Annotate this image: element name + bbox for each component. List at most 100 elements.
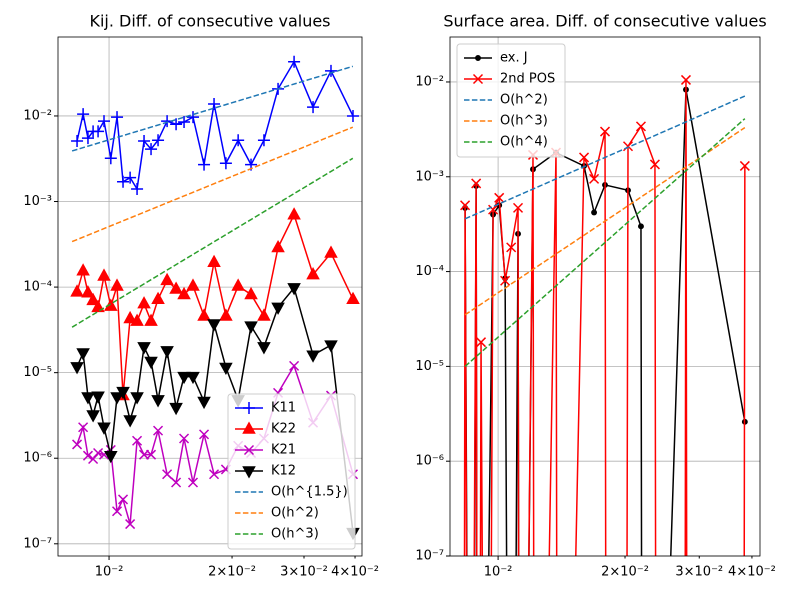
marker bbox=[98, 115, 111, 128]
marker bbox=[589, 173, 600, 184]
marker bbox=[460, 200, 471, 211]
y-tick-label: 10⁻⁴ bbox=[23, 280, 52, 295]
marker bbox=[346, 291, 360, 305]
marker bbox=[111, 111, 124, 124]
series-line bbox=[464, 118, 746, 367]
marker bbox=[137, 342, 151, 355]
series-line bbox=[71, 157, 354, 328]
marker bbox=[324, 340, 338, 353]
marker bbox=[144, 313, 158, 326]
marker bbox=[475, 337, 487, 348]
marker bbox=[151, 395, 165, 408]
marker bbox=[70, 284, 84, 297]
marker bbox=[111, 506, 123, 517]
marker bbox=[287, 207, 301, 220]
marker bbox=[77, 108, 90, 121]
chart-title: Kij. Diff. of consecutive values bbox=[89, 12, 330, 31]
legend-label: K11 bbox=[271, 401, 296, 416]
legend-box bbox=[227, 393, 356, 550]
marker bbox=[132, 435, 143, 446]
marker bbox=[81, 392, 95, 405]
series-line bbox=[464, 95, 746, 220]
marker bbox=[208, 97, 221, 110]
y-tick-label: 10⁻⁷ bbox=[23, 536, 52, 551]
marker bbox=[177, 371, 191, 385]
legend-label: O(h^2) bbox=[271, 506, 319, 521]
marker bbox=[78, 422, 89, 433]
marker bbox=[257, 342, 271, 355]
legend-marker bbox=[475, 55, 481, 61]
legend-label: K21 bbox=[271, 443, 296, 458]
marker bbox=[219, 308, 233, 321]
marker bbox=[130, 392, 144, 405]
marker bbox=[471, 178, 482, 189]
x-tick-label: 4×10⁻² bbox=[331, 565, 379, 580]
legend-marker bbox=[243, 402, 255, 414]
marker bbox=[257, 308, 271, 321]
marker bbox=[187, 477, 199, 488]
marker bbox=[146, 449, 157, 460]
marker bbox=[81, 132, 94, 145]
marker bbox=[153, 425, 164, 436]
series-line bbox=[71, 126, 354, 243]
y-tick-label: 10⁻⁶ bbox=[23, 451, 52, 466]
y-tick-label: 10⁻⁷ bbox=[415, 549, 444, 564]
marker bbox=[179, 433, 190, 444]
marker bbox=[288, 55, 301, 68]
marker bbox=[488, 204, 499, 215]
series-line bbox=[464, 126, 746, 316]
series-line bbox=[71, 65, 354, 152]
marker bbox=[124, 171, 137, 184]
marker bbox=[116, 386, 130, 400]
x-tick-label: 3×10⁻² bbox=[280, 565, 328, 580]
y-tick-label: 10⁻² bbox=[23, 108, 52, 123]
marker bbox=[91, 391, 105, 404]
legend-label: ex. J bbox=[500, 51, 528, 66]
x-tick-label: 10⁻² bbox=[95, 565, 124, 580]
marker bbox=[680, 74, 692, 85]
marker bbox=[500, 275, 511, 286]
marker bbox=[307, 101, 320, 114]
marker bbox=[257, 134, 270, 147]
marker bbox=[271, 239, 285, 253]
legend-marker bbox=[243, 444, 255, 456]
marker bbox=[86, 292, 100, 306]
marker bbox=[346, 109, 359, 122]
marker bbox=[579, 152, 590, 163]
marker bbox=[306, 267, 320, 280]
marker bbox=[86, 410, 100, 423]
marker bbox=[324, 245, 338, 258]
marker bbox=[76, 348, 90, 361]
marker bbox=[649, 159, 660, 170]
marker bbox=[110, 278, 124, 291]
marker bbox=[599, 126, 611, 137]
marker bbox=[97, 422, 111, 435]
marker bbox=[324, 64, 337, 77]
marker bbox=[198, 158, 211, 171]
chart-title: Surface area. Diff. of consecutive value… bbox=[443, 12, 766, 31]
marker bbox=[591, 209, 598, 216]
marker bbox=[123, 415, 137, 428]
y-tick-label: 10⁻⁴ bbox=[415, 264, 444, 279]
marker bbox=[82, 450, 94, 461]
marker bbox=[104, 152, 117, 165]
marker bbox=[91, 299, 105, 313]
marker bbox=[494, 192, 505, 203]
marker bbox=[117, 175, 130, 188]
axes-frame bbox=[57, 36, 363, 557]
marker bbox=[151, 291, 165, 305]
marker bbox=[152, 134, 165, 147]
x-tick-label: 3×10⁻² bbox=[675, 565, 723, 580]
legend-label: O(h^4) bbox=[500, 135, 548, 150]
marker bbox=[287, 283, 301, 296]
marker bbox=[197, 308, 211, 321]
marker bbox=[231, 278, 245, 291]
marker bbox=[110, 392, 124, 405]
marker bbox=[71, 134, 84, 147]
marker bbox=[186, 371, 200, 385]
marker bbox=[244, 321, 258, 334]
marker bbox=[506, 242, 517, 253]
marker bbox=[137, 296, 151, 309]
